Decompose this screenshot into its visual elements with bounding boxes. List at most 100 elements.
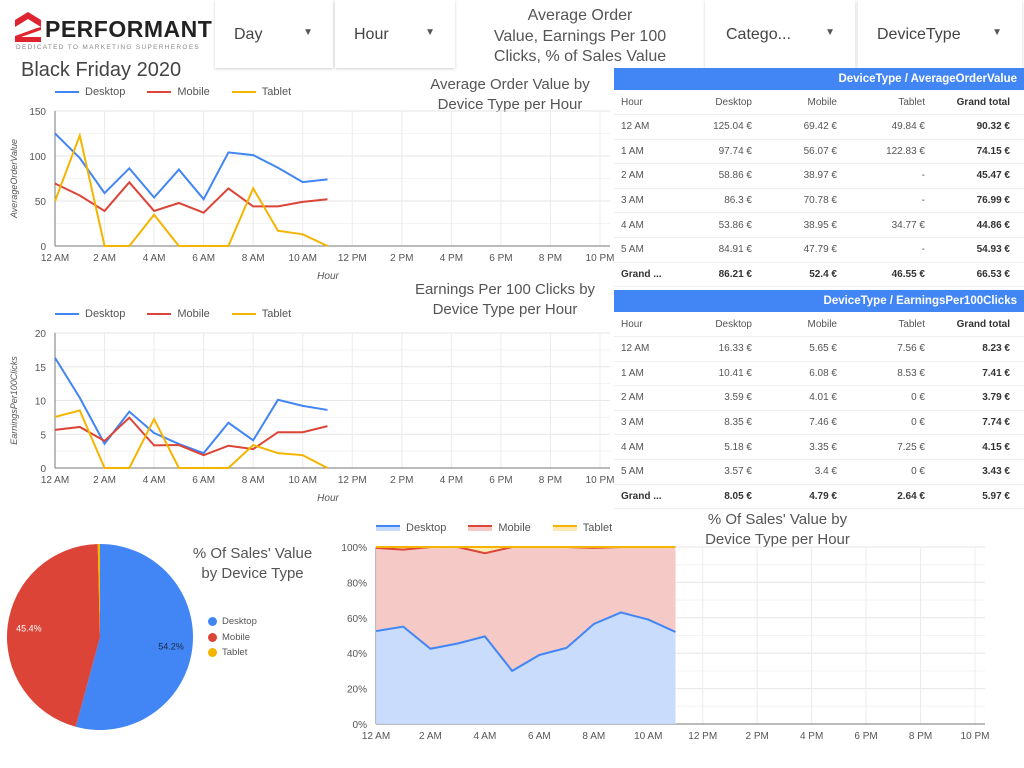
table-cell: 74.15 € xyxy=(976,145,1010,157)
legend-label: Mobile xyxy=(177,308,210,320)
table-cell: 3.43 € xyxy=(982,466,1010,478)
table-row: 12 AM 16.33 € 5.65 € 7.56 € 8.23 € xyxy=(614,337,1024,362)
table-cell: 4.79 € xyxy=(809,490,837,502)
y-tick-label: 0 xyxy=(40,464,46,475)
column-header[interactable]: Tablet xyxy=(898,96,925,108)
x-tick-label: 10 AM xyxy=(289,253,317,264)
table-cell: 53.86 € xyxy=(718,219,752,231)
logo-mark-icon xyxy=(15,12,41,42)
legend-item-desktop: Desktop xyxy=(376,522,446,534)
table-cell: 3.35 € xyxy=(809,441,837,453)
table-cell: 69.42 € xyxy=(803,121,837,133)
legend-item-desktop: Desktop xyxy=(208,614,257,630)
table-cell: 4 AM xyxy=(621,441,644,453)
table-cell: 7.56 € xyxy=(897,343,925,355)
sales-share-pie-chart: 54.2% 45.4% xyxy=(7,544,194,730)
column-header[interactable]: Grand total xyxy=(956,318,1010,330)
table-header-row[interactable]: Hour Desktop Mobile Tablet Grand total xyxy=(614,90,1024,115)
table-header-row[interactable]: Hour Desktop Mobile Tablet Grand total xyxy=(614,312,1024,337)
column-header[interactable]: Desktop xyxy=(715,96,752,108)
table-title: DeviceType / EarningsPer100Clicks xyxy=(614,290,1024,312)
table-cell: 49.84 € xyxy=(891,121,925,133)
day-filter-label: Day xyxy=(234,26,263,43)
table-cell: 52.4 € xyxy=(809,268,837,280)
chart-title-line: Device Type per Hour xyxy=(705,531,850,548)
x-tick-label: 2 AM xyxy=(93,253,116,264)
y-tick-label: 15 xyxy=(35,363,47,374)
table-cell: 44.86 € xyxy=(976,219,1010,231)
devicetype-filter-label: DeviceType xyxy=(877,26,961,43)
table-title: DeviceType / AverageOrderValue xyxy=(614,68,1024,90)
x-tick-label: 12 AM xyxy=(362,731,390,742)
logo-tagline: DEDICATED TO MARKETING SUPERHEROES xyxy=(16,44,200,51)
hour-filter[interactable]: Hour ▼ xyxy=(335,0,455,68)
column-header[interactable]: Mobile xyxy=(807,318,837,330)
pie-slice-label: 45.4% xyxy=(16,623,42,633)
y-tick-label: 100 xyxy=(29,152,46,163)
table-cell: Grand ... xyxy=(621,268,662,280)
x-tick-label: 6 PM xyxy=(489,253,512,264)
column-header[interactable]: Mobile xyxy=(807,96,837,108)
series-line-mobile xyxy=(54,416,328,457)
table-row: 5 AM 3.57 € 3.4 € 0 € 3.43 € xyxy=(614,460,1024,485)
column-header[interactable]: Desktop xyxy=(715,318,752,330)
chart-title-line: by Device Type xyxy=(201,565,304,582)
aov-pivot-table: DeviceType / AverageOrderValue Hour Deskto… xyxy=(614,68,1024,288)
table-cell: 8.05 € xyxy=(724,490,752,502)
x-tick-label: 4 AM xyxy=(143,475,166,486)
x-tick-label: 4 AM xyxy=(143,253,166,264)
legend-item-desktop: Desktop xyxy=(55,86,125,98)
table-cell: 45.47 € xyxy=(976,170,1010,182)
chevron-down-icon: ▼ xyxy=(303,27,313,38)
x-tick-label: 8 AM xyxy=(242,253,265,264)
table-cell: 54.93 € xyxy=(976,244,1010,256)
day-filter[interactable]: Day ▼ xyxy=(215,0,333,68)
x-tick-label: 2 AM xyxy=(419,731,442,742)
epc-line-chart: 12 AM 2 AM 4 AM 6 AM 8 AM 10 AM 12 PM 2 PM 4 PM 6… xyxy=(9,329,614,504)
series-line-desktop xyxy=(375,611,676,673)
category-filter[interactable]: Catego... ▼ xyxy=(705,0,855,68)
sales-share-area-chart: 12 AM 2 AM 4 AM 6 AM 8 AM 10 AM 12 PM 2 PM 4 PM 6… xyxy=(341,543,989,742)
performant-logo: PERFORMANT DEDICATED TO MARKETING SUPERH… xyxy=(15,12,212,54)
y-tick-label: 20% xyxy=(347,685,367,696)
table-cell: 0 € xyxy=(911,466,925,478)
y-tick-label: 0 xyxy=(40,242,46,253)
area-desktop xyxy=(376,612,676,724)
y-tick-label: 50 xyxy=(35,197,47,208)
grand-total-row: Grand ... 8.05 € 4.79 € 2.64 € 5.97 € xyxy=(614,485,1024,510)
x-tick-label: 2 PM xyxy=(390,475,413,486)
series-line-tablet xyxy=(54,409,328,469)
table-cell: 90.32 € xyxy=(976,121,1010,133)
table-cell: 5 AM xyxy=(621,244,644,256)
x-tick-label: 10 AM xyxy=(289,475,317,486)
column-header[interactable]: Grand total xyxy=(956,96,1010,108)
x-tick-label: 12 AM xyxy=(41,475,69,486)
column-header[interactable]: Hour xyxy=(621,96,643,108)
legend-label: Desktop xyxy=(406,522,447,534)
x-tick-label: 8 PM xyxy=(539,475,562,486)
pie-slice-mobile xyxy=(7,544,101,727)
x-tick-label: 4 AM xyxy=(474,731,497,742)
header-line: Average Order xyxy=(527,7,633,24)
x-axis-title: Hour xyxy=(317,493,339,504)
header-line: Value, Earnings Per 100 xyxy=(493,27,667,45)
epc-pivot-table: DeviceType / EarningsPer100Clicks Hour Des… xyxy=(614,290,1024,510)
chevron-down-icon: ▼ xyxy=(425,27,435,38)
x-tick-label: 2 PM xyxy=(390,253,413,264)
table-cell: 38.95 € xyxy=(803,219,837,231)
table-cell: 7.41 € xyxy=(982,367,1010,379)
table-cell: 5.18 € xyxy=(724,441,752,453)
pie-slice-tablet xyxy=(97,544,100,637)
series-line-mobile xyxy=(54,180,328,214)
table-cell: 97.74 € xyxy=(718,145,752,157)
table-cell: 122.83 € xyxy=(886,145,925,157)
devicetype-filter[interactable]: DeviceType ▼ xyxy=(858,0,1022,68)
table-cell: 5.65 € xyxy=(809,343,837,355)
column-header[interactable]: Tablet xyxy=(898,318,925,330)
table-cell: 4 AM xyxy=(621,219,644,231)
chevron-down-icon: ▼ xyxy=(992,27,1002,38)
page-title: Black Friday 2020 xyxy=(21,59,182,81)
x-tick-label: 2 PM xyxy=(746,731,769,742)
table-cell: 1 AM xyxy=(621,145,644,157)
column-header[interactable]: Hour xyxy=(621,318,643,330)
